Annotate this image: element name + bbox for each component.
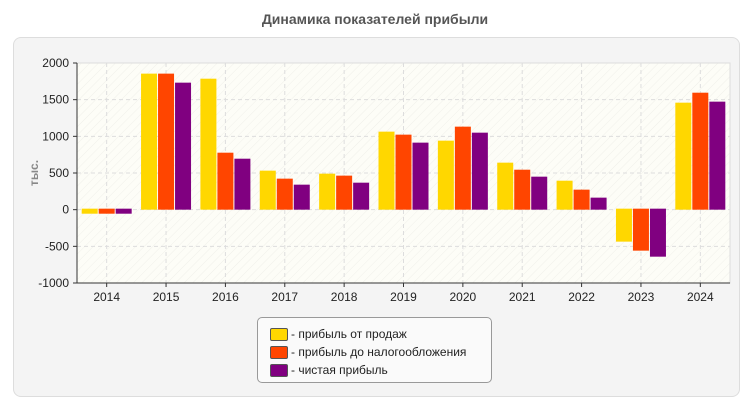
bar-2017-0 [259,170,276,210]
legend-item: - чистая прибыль [270,362,388,378]
x-tick-label: 2019 [390,290,417,304]
bar-2022-0 [556,180,573,210]
bar-2019-1 [395,134,412,210]
bar-2020-1 [454,126,471,210]
legend-swatch [270,363,288,377]
bar-2020-0 [437,140,454,210]
bar-2014-2 [115,208,132,214]
x-tick-label: 2014 [93,290,120,304]
bar-2015-0 [141,73,158,210]
y-tick-label: 0 [62,203,69,217]
legend-label: - прибыль до налогообложения [291,345,467,359]
bar-2024-1 [692,92,709,210]
chart-title: Динамика показателей прибыли [261,11,489,27]
bar-2016-1 [217,152,234,210]
bar-2024-0 [675,102,692,210]
bar-2021-2 [531,176,548,210]
x-tick-label: 2016 [212,290,239,304]
bar-2017-2 [293,184,310,210]
y-axis-label: тыс. [27,160,41,186]
bar-2016-2 [234,158,251,210]
bar-2014-0 [81,208,98,214]
bar-2015-2 [175,82,192,210]
bar-2016-0 [200,78,217,210]
bar-2018-2 [353,182,370,210]
legend-label: - чистая прибыль [291,363,388,377]
y-tick-label: 1500 [42,93,69,107]
legend-item: - прибыль от продаж [270,326,407,342]
bar-2015-1 [158,73,175,210]
bar-2017-1 [276,178,293,210]
x-tick-label: 2015 [153,290,180,304]
legend-label: - прибыль от продаж [291,327,407,341]
legend-swatch [270,327,288,341]
bar-2022-2 [590,197,607,210]
bar-2023-2 [649,208,666,257]
x-tick-label: 2021 [509,290,536,304]
x-tick-label: 2023 [628,290,655,304]
bar-2020-2 [471,132,488,210]
bar-2018-1 [336,175,353,210]
bar-2022-1 [573,189,590,210]
legend-item: - прибыль до налогообложения [270,344,466,360]
bar-2021-0 [497,162,514,210]
x-tick-label: 2022 [568,290,595,304]
x-tick-label: 2020 [450,290,477,304]
y-tick-label: 2000 [42,56,69,70]
bar-2014-1 [98,208,115,214]
y-tick-label: -500 [45,239,69,253]
bar-2018-0 [319,173,336,210]
x-tick-label: 2024 [687,290,714,304]
legend-swatch [270,345,288,359]
y-tick-label: 1000 [42,129,69,143]
legend: - прибыль от продаж - прибыль до налогооб… [257,317,492,383]
y-tick-label: 500 [49,166,69,180]
x-tick-label: 2017 [271,290,298,304]
bar-2023-1 [632,208,649,251]
y-tick-label: -1000 [38,276,69,290]
bar-2023-0 [615,208,632,242]
x-tick-label: 2018 [331,290,358,304]
bar-2024-2 [709,101,726,210]
bar-2019-0 [378,131,395,210]
bar-2019-2 [412,142,429,210]
bar-2021-1 [514,169,531,210]
